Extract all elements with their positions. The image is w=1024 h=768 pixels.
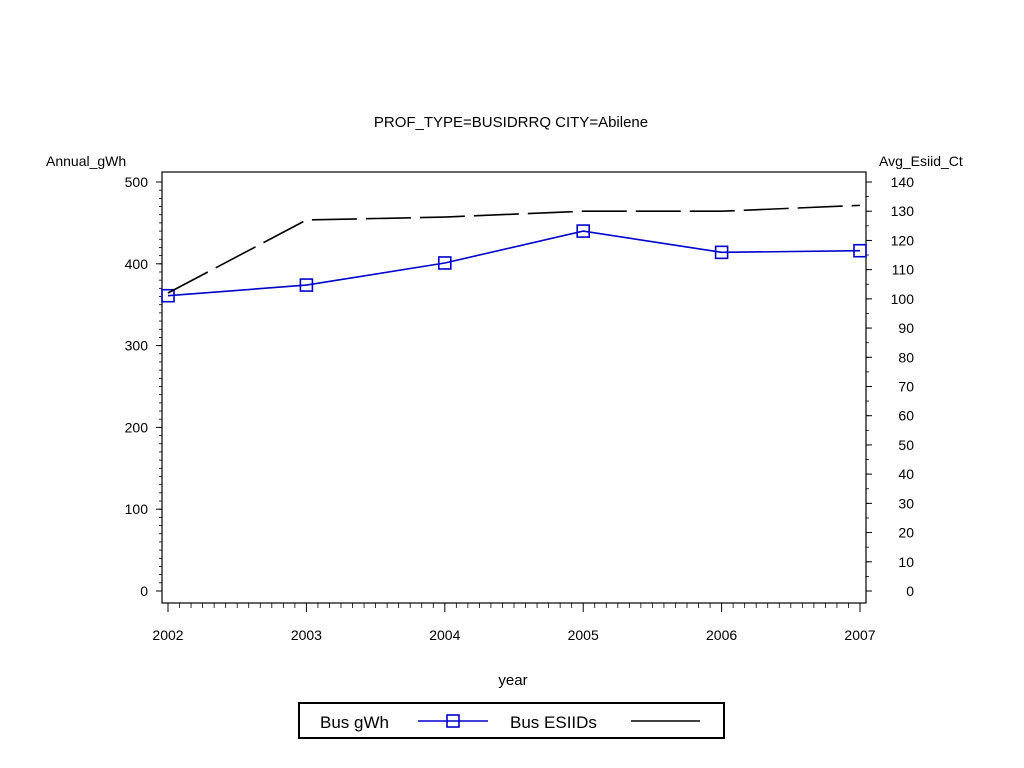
right-tick-label: 50 bbox=[898, 437, 914, 453]
right-tick-label: 100 bbox=[891, 291, 915, 307]
x-tick-label: 2006 bbox=[706, 627, 737, 643]
right-tick-label: 10 bbox=[898, 554, 914, 570]
right-tick-label: 140 bbox=[891, 174, 915, 190]
series-marker-0 bbox=[299, 278, 314, 292]
x-tick-label: 2002 bbox=[152, 627, 183, 643]
right-axis: 0 10 20 30 40 50 60 70 80 90 100 110 120 130 140 bbox=[866, 174, 914, 599]
right-tick-label: 120 bbox=[891, 232, 915, 248]
series-line-1 bbox=[167, 204, 861, 294]
right-tick-label: 90 bbox=[898, 320, 914, 336]
chart-title: PROF_TYPE=BUSIDRRQ CITY=Abilene bbox=[374, 114, 648, 131]
left-tick-label: 100 bbox=[125, 501, 149, 517]
right-axis-label: Avg_Esiid_Ct bbox=[879, 153, 963, 169]
series-layer bbox=[161, 204, 867, 303]
left-axis: 0 100 200 300 400 500 bbox=[125, 174, 162, 599]
legend-label-bus-gwh: Bus gWh bbox=[320, 713, 389, 732]
right-tick-label: 40 bbox=[898, 466, 914, 482]
series-marker-0 bbox=[714, 245, 729, 260]
right-tick-label: 60 bbox=[898, 408, 914, 424]
legend-box bbox=[298, 702, 725, 739]
left-tick-label: 500 bbox=[125, 174, 149, 190]
series-line-0 bbox=[167, 230, 861, 297]
series-marker-0 bbox=[437, 256, 452, 270]
series-marker-0 bbox=[576, 224, 591, 238]
right-tick-label: 80 bbox=[898, 349, 914, 365]
x-axis-label: year bbox=[498, 672, 527, 689]
plot-area bbox=[161, 171, 867, 604]
legend-label-bus-esiids: Bus ESIIDs bbox=[510, 713, 597, 732]
right-tick-label: 70 bbox=[898, 379, 914, 395]
left-tick-label: 200 bbox=[125, 419, 149, 435]
x-tick-label: 2004 bbox=[429, 627, 460, 643]
x-tick-label: 2005 bbox=[568, 627, 599, 643]
right-tick-label: 130 bbox=[891, 203, 915, 219]
x-tick-label: 2007 bbox=[844, 627, 875, 643]
series-marker-0 bbox=[161, 288, 175, 303]
x-tick-label: 2003 bbox=[291, 627, 322, 643]
left-tick-label: 0 bbox=[140, 583, 148, 599]
right-tick-label: 20 bbox=[898, 525, 914, 541]
right-tick-label: 0 bbox=[906, 583, 914, 599]
legend: Bus gWh Bus ESIIDs bbox=[298, 702, 725, 739]
legend-marker-bus-gwh bbox=[446, 714, 460, 728]
right-tick-label: 30 bbox=[898, 495, 914, 511]
left-axis-label: Annual_gWh bbox=[46, 153, 126, 169]
x-axis: 2002 2003 2004 2005 2006 2007 bbox=[152, 603, 876, 643]
series-marker-0 bbox=[853, 243, 867, 258]
right-tick-label: 110 bbox=[892, 262, 915, 278]
left-tick-label: 300 bbox=[125, 338, 149, 354]
left-tick-label: 400 bbox=[125, 256, 149, 272]
